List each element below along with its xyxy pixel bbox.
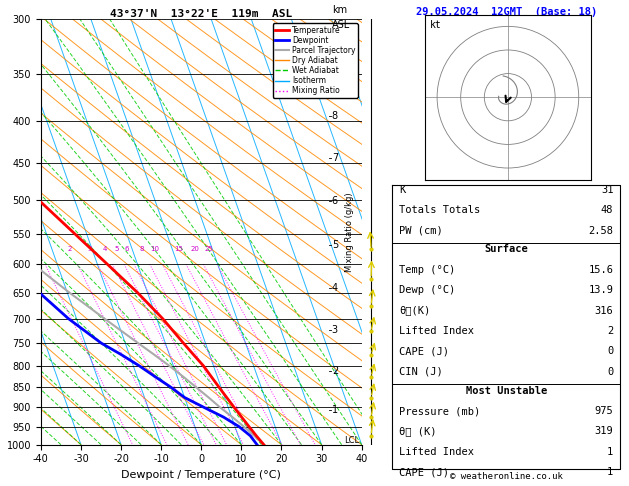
Text: Lifted Index: Lifted Index (399, 447, 474, 457)
Text: km: km (332, 5, 347, 15)
Text: 15: 15 (174, 246, 182, 252)
Text: Totals Totals: Totals Totals (399, 205, 481, 215)
Text: Mixing Ratio (g/kg): Mixing Ratio (g/kg) (345, 192, 354, 272)
Text: 10: 10 (150, 246, 159, 252)
Text: 7: 7 (332, 153, 338, 163)
Text: PW (cm): PW (cm) (399, 226, 443, 236)
Text: 8: 8 (332, 111, 338, 121)
Text: θᴀ(K): θᴀ(K) (399, 306, 430, 315)
Text: 5: 5 (114, 246, 119, 252)
Text: K: K (399, 185, 406, 195)
Text: 5: 5 (332, 240, 338, 250)
Text: CAPE (J): CAPE (J) (399, 467, 449, 477)
Text: 8: 8 (140, 246, 144, 252)
Text: ASL: ASL (332, 20, 350, 30)
Text: Pressure (mb): Pressure (mb) (399, 406, 481, 416)
Text: 1: 1 (607, 467, 613, 477)
Text: 3: 3 (332, 325, 338, 335)
Text: Dewp (°C): Dewp (°C) (399, 285, 455, 295)
Text: 2: 2 (68, 246, 72, 252)
Text: LCL: LCL (345, 436, 360, 445)
Text: 4: 4 (332, 283, 338, 293)
Text: 0: 0 (607, 347, 613, 356)
Text: Most Unstable: Most Unstable (465, 385, 547, 396)
Text: 0: 0 (607, 367, 613, 377)
Text: 15.6: 15.6 (588, 265, 613, 275)
Y-axis label: hPa: hPa (0, 222, 1, 242)
Text: 319: 319 (594, 426, 613, 436)
Text: 2: 2 (607, 326, 613, 336)
Text: 3: 3 (88, 246, 92, 252)
Text: 1: 1 (332, 405, 338, 415)
Text: 29.05.2024  12GMT  (Base: 18): 29.05.2024 12GMT (Base: 18) (416, 7, 597, 17)
Text: 2.58: 2.58 (588, 226, 613, 236)
Text: kt: kt (430, 19, 442, 30)
Text: 20: 20 (191, 246, 200, 252)
Text: 13.9: 13.9 (588, 285, 613, 295)
Text: CAPE (J): CAPE (J) (399, 347, 449, 356)
Text: © weatheronline.co.uk: © weatheronline.co.uk (450, 472, 563, 481)
Text: CIN (J): CIN (J) (399, 367, 443, 377)
Text: 2: 2 (332, 366, 338, 376)
Text: 48: 48 (601, 205, 613, 215)
Text: 31: 31 (601, 185, 613, 195)
Text: θᴄ (K): θᴄ (K) (399, 426, 437, 436)
Text: 316: 316 (594, 306, 613, 315)
Text: 25: 25 (204, 246, 213, 252)
Text: 6: 6 (124, 246, 128, 252)
Text: 975: 975 (594, 406, 613, 416)
Text: 6: 6 (332, 195, 338, 206)
X-axis label: Dewpoint / Temperature (°C): Dewpoint / Temperature (°C) (121, 470, 281, 480)
Legend: Temperature, Dewpoint, Parcel Trajectory, Dry Adiabat, Wet Adiabat, Isotherm, Mi: Temperature, Dewpoint, Parcel Trajectory… (273, 23, 358, 98)
Text: 1: 1 (607, 447, 613, 457)
Title: 43°37'N  13°22'E  119m  ASL: 43°37'N 13°22'E 119m ASL (110, 9, 292, 18)
Text: Lifted Index: Lifted Index (399, 326, 474, 336)
Text: Temp (°C): Temp (°C) (399, 265, 455, 275)
Text: 4: 4 (103, 246, 107, 252)
Text: Surface: Surface (484, 244, 528, 254)
